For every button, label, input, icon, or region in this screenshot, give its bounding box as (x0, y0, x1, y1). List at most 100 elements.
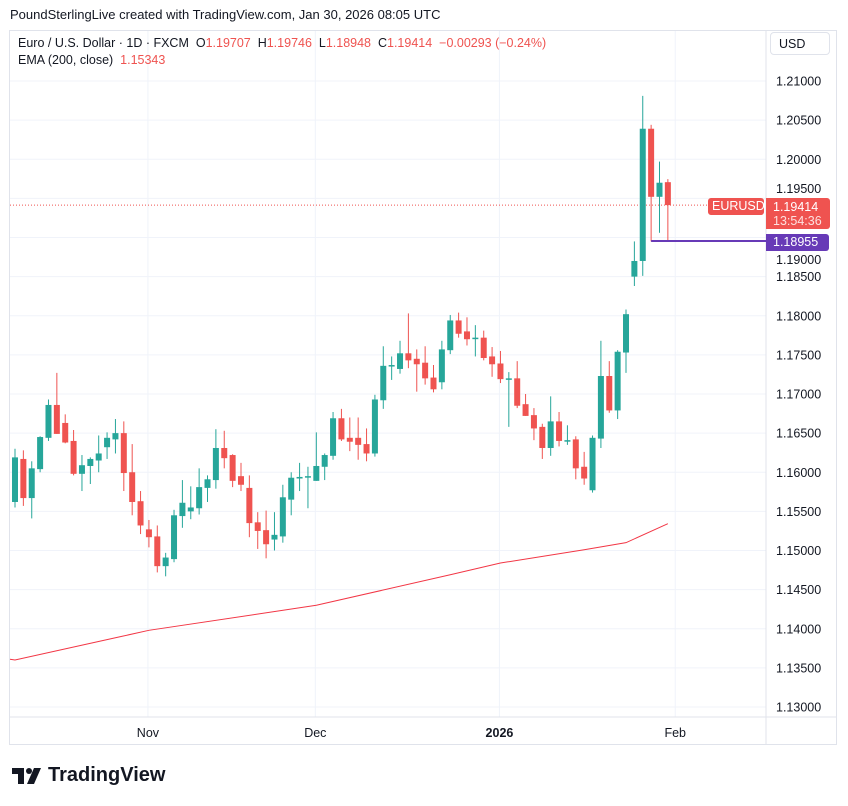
open-value: 1.19707 (205, 36, 251, 50)
candle-body (631, 260, 638, 277)
candle-body (489, 356, 496, 365)
candle (530, 408, 537, 441)
candle-body (95, 453, 102, 461)
y-tick-label: 1.17500 (776, 348, 821, 362)
candle (472, 325, 479, 357)
candle-body (623, 314, 630, 353)
candle (589, 435, 596, 493)
candle (279, 484, 286, 543)
y-tick-label: 1.18500 (776, 270, 821, 284)
candle-body (363, 444, 370, 454)
last-price-label: 1.19414 13:54:36 (766, 198, 830, 229)
candle-body (162, 557, 169, 567)
candle-body (664, 182, 671, 206)
candle-body (556, 421, 563, 441)
candle (70, 429, 77, 476)
candle-body (37, 437, 44, 470)
x-tick-label: Nov (137, 726, 160, 740)
candle-body (330, 418, 337, 456)
candle (363, 428, 370, 462)
candle (137, 491, 144, 535)
close-value: 1.19414 (387, 36, 433, 50)
y-tick-label: 1.14000 (776, 622, 821, 636)
candle (597, 340, 604, 448)
candle-body (405, 353, 412, 361)
high-value: 1.19746 (266, 36, 312, 50)
candle-body (53, 404, 60, 434)
candle-body (221, 447, 228, 459)
horizontal-line-price-label: 1.18955 (766, 234, 829, 251)
candle (20, 450, 27, 506)
candle (455, 312, 462, 338)
candle-body (430, 377, 437, 390)
x-tick-label: Feb (664, 726, 686, 740)
candle-body (346, 437, 353, 442)
chart-frame (9, 30, 837, 745)
candle-body (589, 437, 596, 491)
candle-body (237, 476, 244, 485)
candle-body (87, 458, 94, 466)
y-tick-label: 1.15500 (776, 505, 821, 519)
candle (447, 314, 454, 355)
candle-body (279, 497, 286, 537)
tradingview-logo[interactable]: TradingView (12, 764, 165, 787)
ema-value: 1.15343 (120, 53, 166, 67)
candle (12, 448, 18, 508)
candle-body (514, 378, 521, 406)
candle-body (196, 487, 203, 509)
candle (639, 95, 646, 276)
candle-body (597, 376, 604, 439)
candle (438, 340, 445, 390)
candle (120, 421, 127, 492)
candle-body (572, 439, 579, 469)
candle (53, 372, 60, 434)
y-tick-label: 1.17000 (776, 388, 821, 402)
candle (539, 423, 546, 459)
candle-body (530, 415, 537, 429)
candle (614, 350, 621, 420)
candle-body (288, 477, 295, 500)
candle (129, 444, 136, 516)
candle (572, 436, 579, 480)
brand-name: TradingView (48, 764, 166, 786)
candle-body (179, 502, 186, 517)
candle (463, 317, 470, 346)
candle-body (455, 320, 462, 334)
candle-body (413, 358, 420, 365)
x-tick-label: 2026 (486, 726, 514, 740)
candle-body (463, 331, 470, 340)
candle-body (505, 378, 512, 380)
candle-body (564, 440, 571, 442)
candle-body (338, 418, 345, 440)
candle (212, 429, 219, 489)
candle-body (120, 433, 127, 474)
candle (229, 454, 236, 488)
candle (296, 462, 303, 492)
candle (656, 161, 663, 233)
candle-body (497, 363, 504, 380)
candle (37, 436, 44, 473)
candle (664, 179, 671, 242)
candle-body (313, 465, 320, 481)
candle-body (229, 455, 236, 481)
y-tick-label: 1.20000 (776, 153, 821, 167)
y-tick-label: 1.15000 (776, 544, 821, 558)
low-label: L (318, 36, 326, 50)
candle-body (371, 399, 378, 454)
candle-body (547, 421, 554, 448)
ema-label[interactable]: EMA (200, close) (18, 53, 114, 67)
candle (104, 432, 111, 459)
candle (254, 512, 261, 549)
chart-credit: PoundSterlingLive created with TradingVi… (10, 7, 441, 22)
candle (288, 472, 295, 516)
candle-body (581, 466, 588, 479)
candle-body (129, 472, 136, 502)
currency-button[interactable]: USD (770, 32, 830, 55)
symbol-name[interactable]: Euro / U.S. Dollar · 1D · FXCM (18, 36, 189, 50)
candle-body (304, 476, 311, 478)
candle (388, 356, 395, 380)
candle (489, 347, 496, 377)
symbol-row: Euro / U.S. Dollar · 1D · FXCM O1.19707 … (18, 35, 546, 52)
close-label: C (377, 36, 387, 50)
